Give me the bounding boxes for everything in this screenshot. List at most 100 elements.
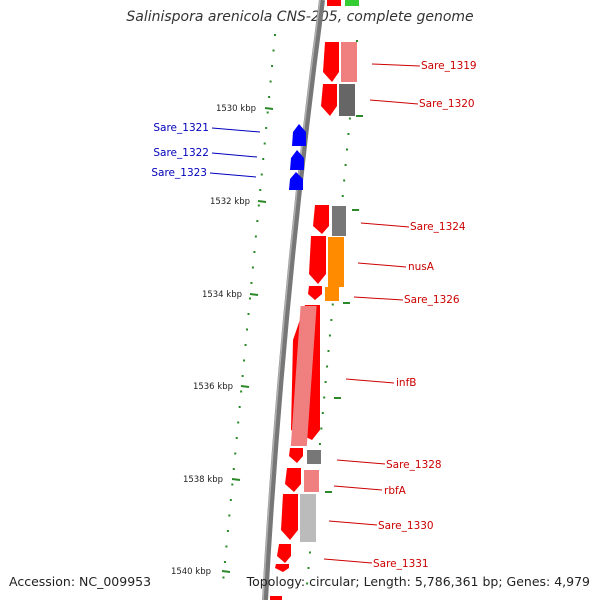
gene-sare-1330-arrow[interactable] xyxy=(281,494,298,540)
feature-top-partial-green[interactable] xyxy=(345,0,359,6)
outer-dot xyxy=(263,142,266,145)
gene-nusa-arrow[interactable] xyxy=(309,236,326,284)
gene-label[interactable]: Sare_1330 xyxy=(378,520,434,532)
outer-dot xyxy=(274,34,276,36)
outer-dot xyxy=(231,483,234,486)
gene-label[interactable]: nusA xyxy=(408,261,435,273)
outer-dot xyxy=(266,111,269,114)
outer-dot xyxy=(226,530,229,532)
left-gene-labels: Sare_1321 Sare_1322 Sare_1323 xyxy=(151,122,261,179)
outer-dot xyxy=(240,390,243,393)
leader-line xyxy=(323,558,373,564)
gene-sare-1321-arrow[interactable] xyxy=(292,124,306,146)
outer-dot xyxy=(246,328,249,331)
gene-nusa-bar[interactable] xyxy=(328,237,344,287)
leader-line xyxy=(211,152,258,158)
gene-sare-1326-bar[interactable] xyxy=(325,287,339,301)
leader-line xyxy=(211,127,261,133)
leader-line xyxy=(371,63,421,67)
leader-line xyxy=(333,485,383,491)
gene-sare-1322-arrow[interactable] xyxy=(290,150,304,170)
map-title: Salinispora arenicola CNS-205, complete … xyxy=(126,9,474,25)
leader-line xyxy=(353,296,404,301)
genome-backbone xyxy=(262,0,325,600)
right-gene-labels: Sare_1319 Sare_1320 Sare_1324 nusA Sare_1326… xyxy=(323,60,477,570)
leader-line xyxy=(345,378,395,384)
gene-sare-1330-bar[interactable] xyxy=(300,494,316,542)
outer-dot xyxy=(229,499,232,501)
inner-dot xyxy=(346,148,349,151)
leader-line xyxy=(209,172,257,178)
gene-infb-bar[interactable] xyxy=(290,306,317,446)
feature-bottom-partial[interactable] xyxy=(270,596,282,600)
gene-label[interactable]: Sare_1320 xyxy=(419,98,475,110)
gene-sare-1328-bar[interactable] xyxy=(307,450,321,464)
outer-dot xyxy=(257,204,260,207)
gene-sare-1328-arrow[interactable] xyxy=(289,448,303,463)
gene-sare-1319-bar[interactable] xyxy=(341,42,357,82)
outer-dot xyxy=(243,359,246,362)
outer-dot xyxy=(253,251,256,253)
gene-next-arrow[interactable] xyxy=(275,564,289,572)
feature-top-partial[interactable] xyxy=(327,0,341,6)
outer-dot xyxy=(265,127,268,129)
leader-line xyxy=(357,262,407,268)
outer-dot xyxy=(235,437,238,439)
gene-label[interactable]: Sare_1323 xyxy=(151,167,207,179)
kbp-tick-mark xyxy=(240,385,250,388)
outer-dot xyxy=(244,344,247,346)
gene-sare-1323-arrow[interactable] xyxy=(289,172,303,190)
outer-dot xyxy=(268,96,271,98)
kbp-ticks: 1530 kbp 1532 kbp 1534 kbp 1536 kbp 1538 kbp… xyxy=(171,104,363,577)
kbp-tick-mark xyxy=(257,200,267,203)
inner-dot xyxy=(344,164,347,166)
outer-dot xyxy=(272,49,275,52)
outer-dot xyxy=(260,173,263,176)
genome-backbone-highlight xyxy=(262,0,321,600)
kbp-tick-mark xyxy=(231,478,241,481)
kbp-tick-mark xyxy=(264,107,274,110)
gene-sare-1319-arrow[interactable] xyxy=(323,42,339,82)
gene-sare-1326-arrow[interactable] xyxy=(308,286,322,300)
inner-dot xyxy=(323,396,326,399)
gene-label[interactable]: Sare_1319 xyxy=(421,60,477,72)
gene-label[interactable]: Sare_1328 xyxy=(386,459,442,471)
outer-dot xyxy=(248,297,251,300)
outer-dot xyxy=(251,266,254,269)
accession-text: Accession: NC_009953 xyxy=(9,574,152,589)
outer-dot xyxy=(241,375,244,377)
kbp-tick-label: 1532 kbp xyxy=(210,197,250,207)
inner-dot xyxy=(331,303,334,306)
gene-rbfa-bar[interactable] xyxy=(304,470,319,492)
gene-sare-1324-bar[interactable] xyxy=(332,206,346,236)
inner-dot xyxy=(321,412,324,414)
outer-dot xyxy=(223,561,226,563)
inner-dot xyxy=(343,179,346,182)
gene-rbfa-arrow[interactable] xyxy=(285,468,301,492)
gene-label[interactable]: Sare_1326 xyxy=(404,294,460,306)
gene-label[interactable]: infB xyxy=(396,377,416,389)
inner-dot xyxy=(324,381,327,383)
gene-sare-1331-arrow[interactable] xyxy=(277,544,291,563)
gene-label[interactable]: Sare_1322 xyxy=(153,147,209,159)
outer-dot xyxy=(271,65,274,67)
gene-sare-1320-arrow[interactable] xyxy=(321,84,337,116)
inner-dot xyxy=(341,195,344,197)
kbp-tick-mark xyxy=(249,293,259,296)
kbp-tick-label: 1540 kbp xyxy=(171,567,211,577)
summary-text: Topology: circular; Length: 5,786,361 bp… xyxy=(246,574,590,589)
gene-label[interactable]: Sare_1321 xyxy=(153,122,209,134)
gene-label[interactable]: Sare_1324 xyxy=(410,221,466,233)
leader-line xyxy=(336,459,386,465)
gene-label[interactable]: rbfA xyxy=(384,485,407,497)
gene-label[interactable]: Sare_1331 xyxy=(373,558,429,570)
kbp-tick-label: 1530 kbp xyxy=(216,104,256,114)
inner-dot xyxy=(307,567,310,569)
gene-sare-1324-arrow[interactable] xyxy=(313,205,329,234)
outer-dot xyxy=(222,576,225,579)
outer-dot xyxy=(259,189,262,191)
inner-dot xyxy=(318,443,321,445)
gene-sare-1320-bar[interactable] xyxy=(339,84,355,116)
